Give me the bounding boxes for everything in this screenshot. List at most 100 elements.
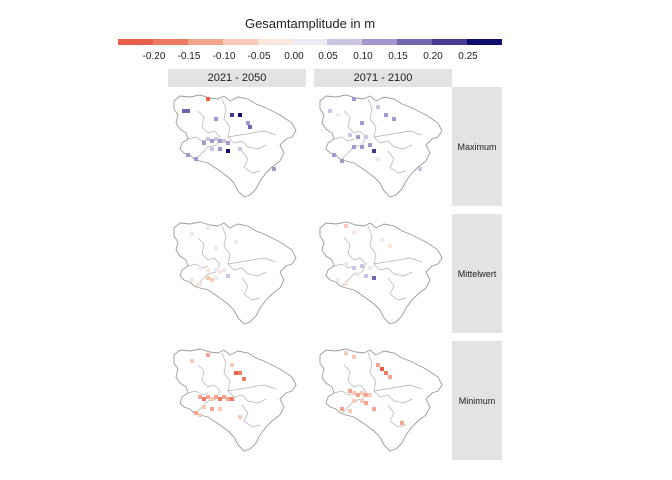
grid-cell [328,109,332,113]
color-scale-swatch [292,39,328,45]
grid-cell [364,274,368,278]
grid-cell [198,413,202,417]
grid-cell [226,141,230,145]
grid-cell [206,276,210,280]
grid-cell [214,395,218,399]
grid-cell [332,153,336,157]
district-boundary [187,390,209,396]
color-scale-tick-label: 0.05 [318,51,338,62]
grid-cell [210,278,214,282]
grid-cell [222,395,226,399]
grid-cell [368,393,372,397]
color-scale-swatch [118,39,153,45]
district-boundary [367,98,413,150]
grid-cell [226,397,230,401]
grid-cell [194,411,198,415]
map-panel-mittelwert-2021-2050 [168,214,306,332]
grid-cell [202,405,206,409]
grid-cell [384,371,388,375]
map-panel-maximum-2021-2050 [168,87,306,205]
grid-cell [352,391,356,395]
district-boundary [387,150,407,174]
region-outline [319,348,443,452]
grid-cell [186,153,190,157]
grid-cell [210,147,214,151]
legend-title: Gesamtamplitude in m [244,16,376,31]
grid-cell [214,276,218,280]
grid-cell [226,149,230,153]
grid-cell [206,226,210,230]
grid-cell [222,268,226,272]
grid-cell [186,109,190,113]
grid-cell [336,113,340,117]
district-boundary [195,110,221,160]
grid-cell [360,145,364,149]
grid-cell [336,278,340,282]
grid-cell [218,270,222,274]
grid-cell [352,230,356,234]
color-scale-swatch [432,39,468,45]
district-boundary [387,404,407,428]
grid-cell [344,224,348,228]
map-panel-maximum-2071-2100 [314,87,452,205]
grid-cell [344,282,348,286]
grid-cell [372,276,376,280]
grid-cell [198,266,202,270]
grid-cell [238,113,242,117]
grid-cell [356,135,360,139]
grid-cell [214,268,218,272]
color-scale-tick-label: -0.15 [177,51,201,62]
grid-cell [218,397,222,401]
grid-cell [218,407,222,411]
grid-cell [202,141,206,145]
grid-cell [376,157,380,161]
grid-cell [380,238,384,242]
region-outline [319,221,443,325]
color-scale-bar [118,39,502,45]
district-boundary [373,257,423,265]
grid-cell [388,375,392,379]
district-boundary [387,277,407,301]
row-header-mittelwert: Mittelwert [452,214,502,333]
grid-cell [348,409,352,413]
grid-cell [206,97,210,101]
district-boundary [221,352,267,404]
grid-cell [352,399,356,403]
grid-cell [182,109,186,113]
grid-cell [222,139,226,143]
grid-cell [380,367,384,371]
grid-cell [360,121,364,125]
grid-cell [230,363,234,367]
grid-cell [376,363,380,367]
row-header-minimum: Minimum [452,341,502,460]
color-scale-swatch [187,39,223,45]
grid-cell [360,399,364,403]
district-boundary [373,130,423,138]
district-boundary [367,225,413,277]
color-scale-swatch [257,39,293,45]
district-boundary [227,130,277,138]
district-boundary [373,384,423,392]
grid-cell [234,371,238,375]
region-outline [173,94,297,198]
grid-cell [242,377,246,381]
grid-cell [214,246,218,250]
grid-cell [248,125,252,129]
color-scale-tick-label: 0.00 [284,51,304,62]
grid-cell [234,240,238,244]
map-panel-mittelwert-2071-2100 [314,214,452,332]
district-boundary [241,277,261,301]
district-boundary [341,110,367,160]
color-scale-swatch [152,39,188,45]
grid-cell [214,137,218,141]
color-scale-tick-label: -0.20 [142,51,166,62]
grid-cell [400,421,404,425]
grid-cell [230,397,234,401]
grid-cell [206,268,210,272]
grid-cell [272,167,276,171]
grid-cell [372,149,376,153]
grid-cell [352,266,356,270]
grid-cell [364,401,368,405]
grid-cell [368,143,372,147]
grid-cell [352,97,356,101]
